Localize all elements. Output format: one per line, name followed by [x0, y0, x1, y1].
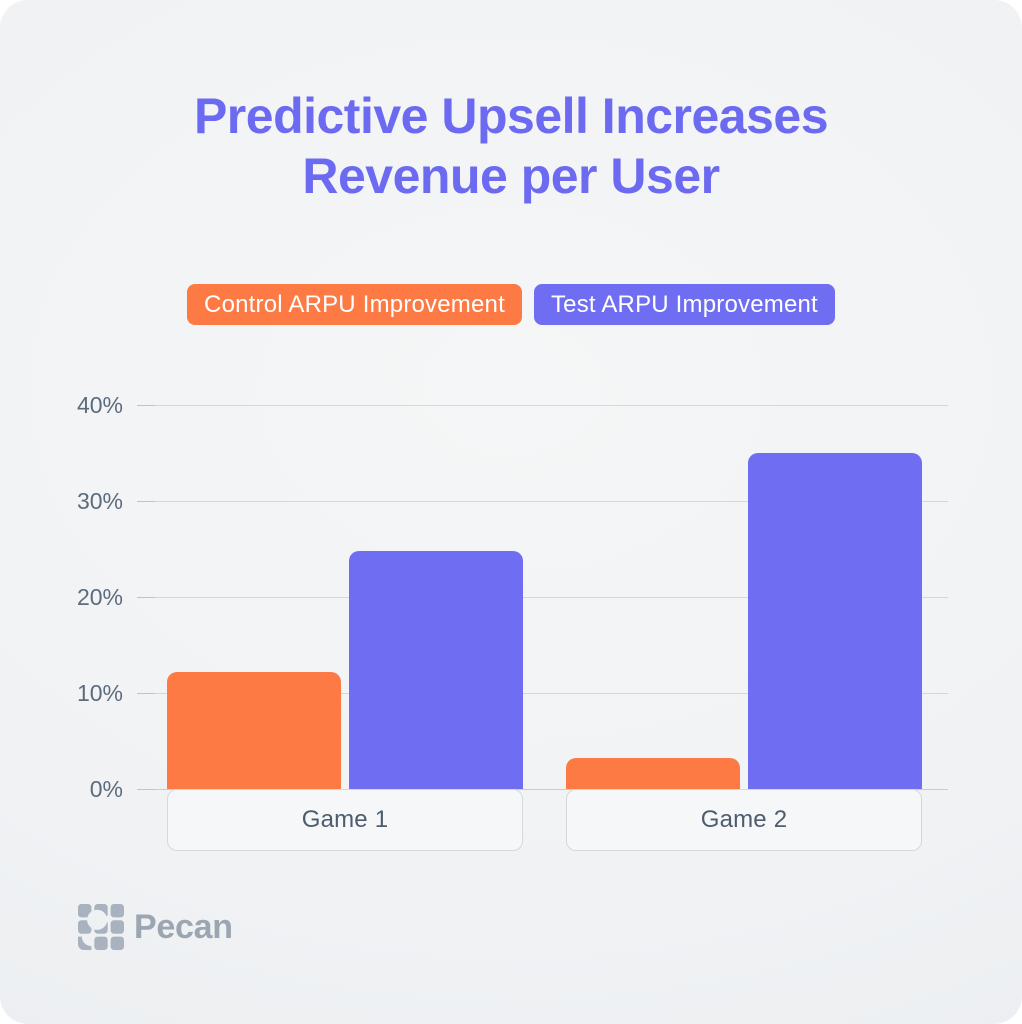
brand-logo: Pecan: [78, 904, 233, 950]
bar-test-game2: [748, 453, 922, 789]
y-tick-mark: [137, 597, 155, 598]
y-tick-mark: [137, 501, 155, 502]
pecan-logo-icon: [78, 904, 124, 950]
page-title-line2: Revenue per User: [302, 148, 720, 204]
bar-test-game1: [349, 550, 523, 789]
bar-control-game1: [167, 671, 341, 789]
page-title-line1: Predictive Upsell Increases: [193, 88, 829, 144]
category-box-1: Game 1: [167, 789, 523, 851]
gridline-30: [137, 501, 948, 502]
gridline-10: [137, 693, 948, 694]
y-axis-label-40: 40%: [76, 392, 123, 418]
bar-control-game2: [566, 758, 740, 789]
brand-name: Pecan: [134, 907, 233, 946]
legend-item-test: Test ARPU Improvement: [533, 284, 835, 325]
y-axis-label-20: 20%: [76, 584, 123, 610]
y-axis-label-10: 10%: [76, 680, 123, 706]
y-tick-mark: [137, 693, 155, 694]
category-box-2: Game 2: [566, 789, 922, 851]
y-tick-mark: [137, 405, 155, 406]
gridline-0: [137, 789, 948, 790]
y-tick-mark: [137, 789, 155, 790]
chart-legend: Control ARPU Improvement Test ARPU Impro…: [0, 284, 1022, 325]
y-axis-label-0: 0%: [89, 776, 123, 802]
y-axis-label-30: 30%: [76, 488, 123, 514]
gridline-40: [137, 405, 948, 406]
legend-item-control: Control ARPU Improvement: [187, 284, 522, 325]
category-label-1: Game 1: [301, 806, 389, 833]
page-title: Predictive Upsell Increases Revenue per …: [0, 86, 1022, 206]
gridline-20: [137, 597, 948, 598]
category-label-2: Game 2: [700, 806, 788, 833]
